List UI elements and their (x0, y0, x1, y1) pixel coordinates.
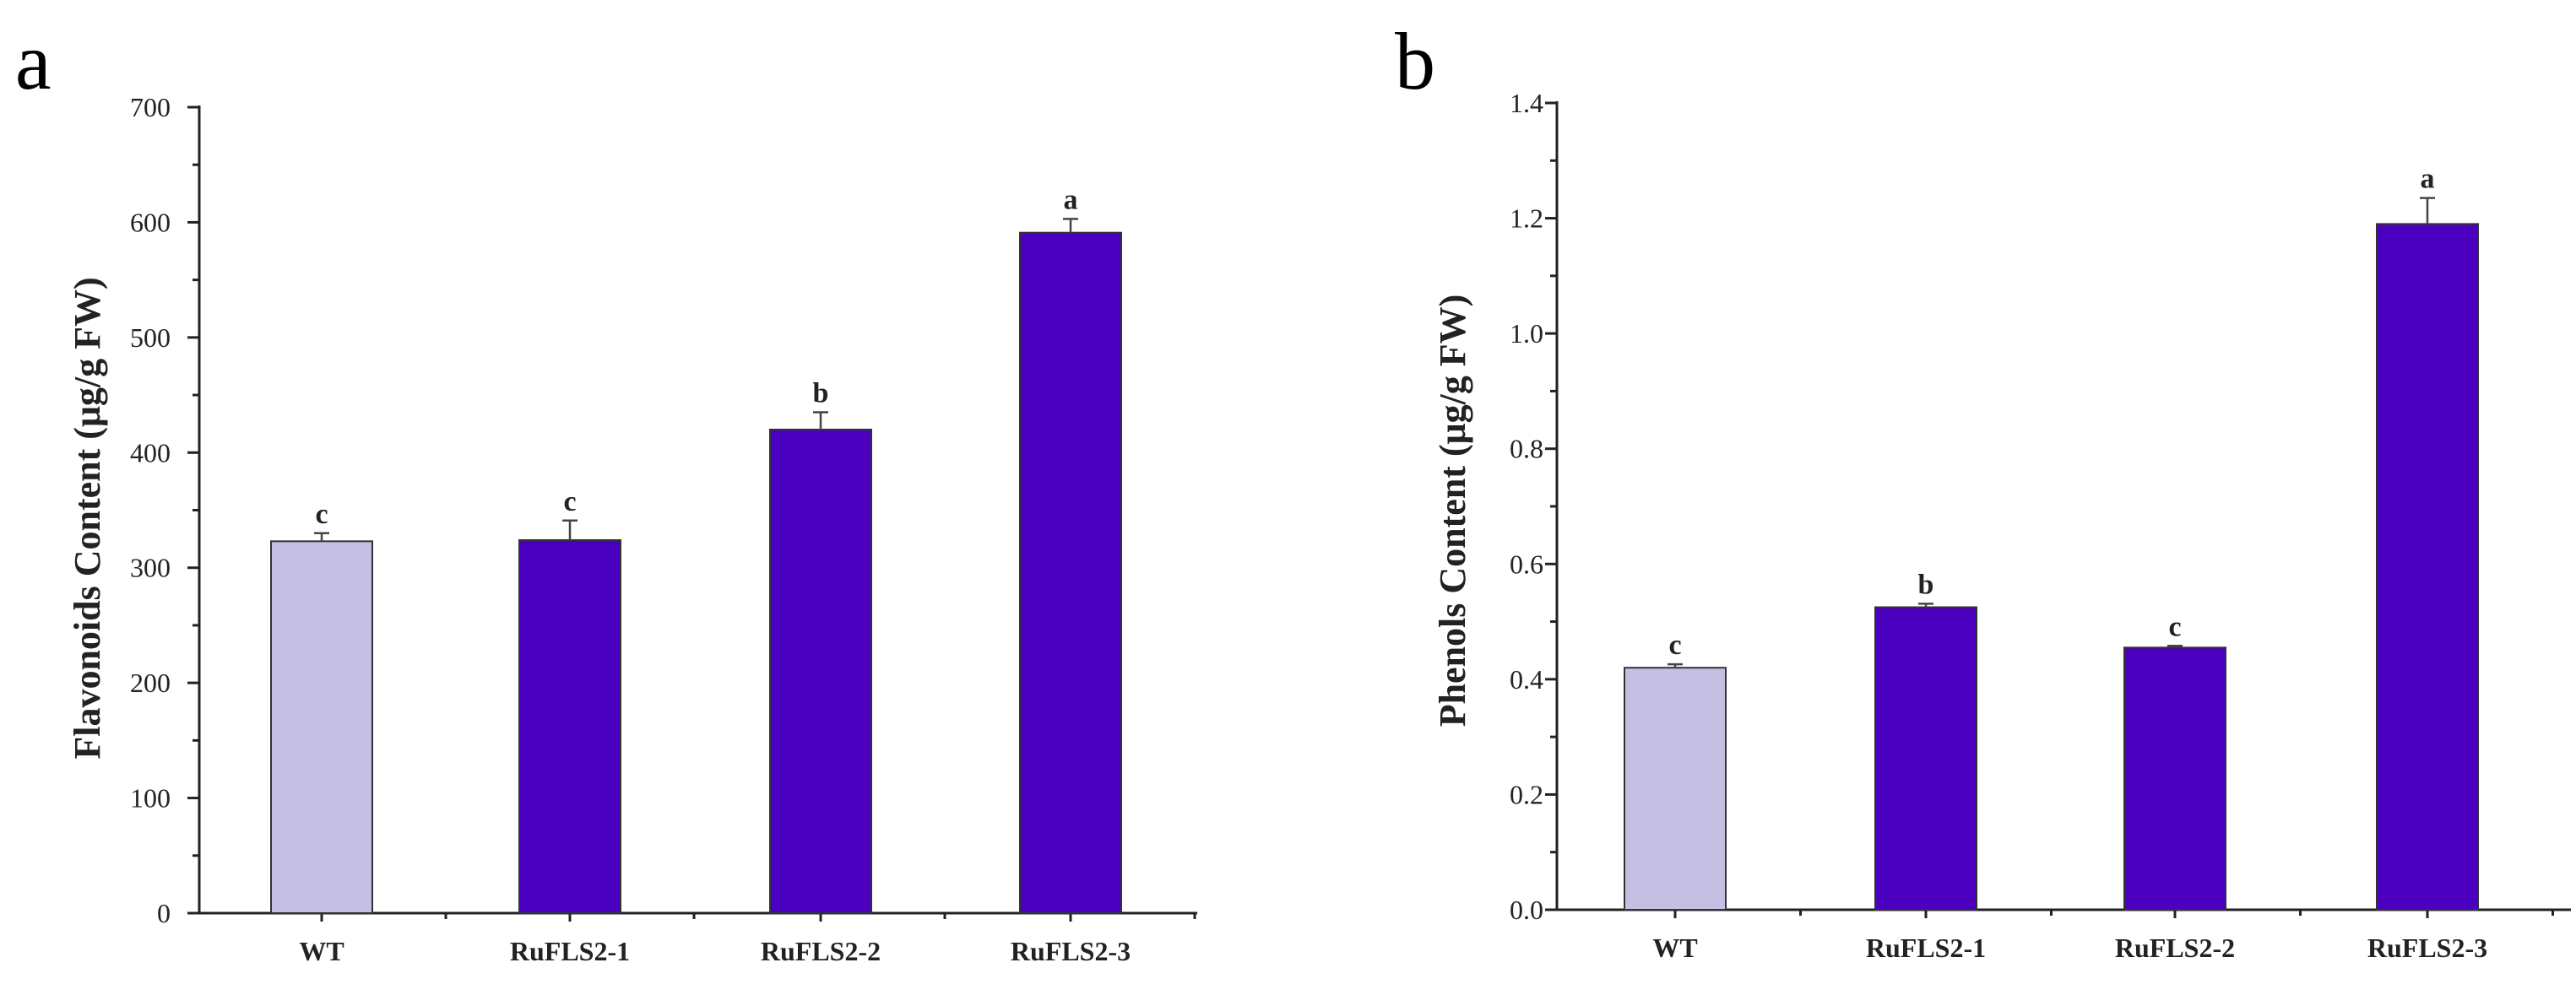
panel-b-y-tick-label: 0.6 (1510, 549, 1543, 579)
panel-b-y-tick-label: 1.4 (1510, 88, 1543, 118)
panel-a-significance-letter: b (813, 378, 829, 409)
panel-b-y-tick-label: 0.8 (1510, 434, 1543, 464)
panel-b-y-tick-label: 1.2 (1510, 203, 1543, 234)
panel-a-bar-rufls2-2 (769, 429, 872, 914)
panel-a-y-axis-label: Flavonoids Content (μg/g FW) (67, 277, 108, 759)
panel-b-bar-rufls2-3 (2376, 223, 2479, 911)
panel-a-y-tick-label: 700 (130, 92, 171, 122)
panel-a-significance-letter: a (1064, 184, 1078, 215)
panel-b-y-axis-label: Phenols Content (μg/g FW) (1432, 295, 1473, 727)
panel-a-y-tick-label: 600 (130, 207, 171, 237)
panel-b-bar-rufls2-2 (2123, 646, 2226, 911)
panel-a-bar-rufls2-3 (1019, 231, 1122, 914)
panel-a-flavonoids-chart: a Flavonoids Content (μg/g FW) 0 100 200 30… (15, 16, 1197, 966)
panel-a-x-tick-label: RuFLS2-2 (761, 936, 881, 966)
panel-a-x-tick-label: RuFLS2-1 (510, 936, 630, 966)
panel-b-significance-letter: c (2168, 611, 2181, 642)
panel-b-x-tick-label: RuFLS2-2 (2115, 933, 2235, 963)
panel-b-x-tick-label: RuFLS2-3 (2367, 933, 2487, 963)
panel-b-significance-letter: c (1668, 630, 1681, 661)
panel-b-significance-letter: b (1918, 569, 1934, 600)
panel-b-bar-wt (1624, 667, 1727, 911)
panel-b-letter: b (1395, 16, 1435, 106)
panel-a-bar-rufls2-1 (518, 538, 621, 914)
panel-b-y-tick-label: 1.0 (1510, 318, 1543, 349)
panel-a-y-tick-label: 500 (130, 322, 171, 353)
panel-a-x-tick-label: WT (299, 936, 344, 966)
panel-b-y-tick-label: 0.4 (1510, 664, 1543, 695)
panel-b-phenols-chart: b Phenols Content (μg/g FW) 0.0 0.2 0.4 0.6… (1395, 16, 2571, 963)
panel-a-significance-letter: c (315, 499, 328, 530)
panel-b-x-tick-label: WT (1652, 933, 1697, 963)
panel-a-letter: a (15, 16, 52, 106)
panel-b-bar-rufls2-1 (1874, 606, 1977, 911)
panel-a-y-tick-label: 300 (130, 553, 171, 583)
panel-a-bar-wt (270, 540, 373, 914)
panel-b-x-tick-label: RuFLS2-1 (1866, 933, 1986, 963)
panel-b-significance-letter: a (2421, 164, 2435, 195)
panel-a-y-tick-label: 400 (130, 437, 171, 468)
panel-a-y-tick-label: 100 (130, 783, 171, 814)
panel-b-y-tick-label: 0.2 (1510, 779, 1543, 809)
panel-a-y-tick-label: 200 (130, 668, 171, 698)
panel-a-y-tick-label: 0 (157, 898, 171, 928)
panel-b-y-tick-label: 0.0 (1510, 895, 1543, 925)
panel-a-significance-letter: c (563, 486, 576, 517)
panel-a-x-tick-label: RuFLS2-3 (1011, 936, 1131, 966)
